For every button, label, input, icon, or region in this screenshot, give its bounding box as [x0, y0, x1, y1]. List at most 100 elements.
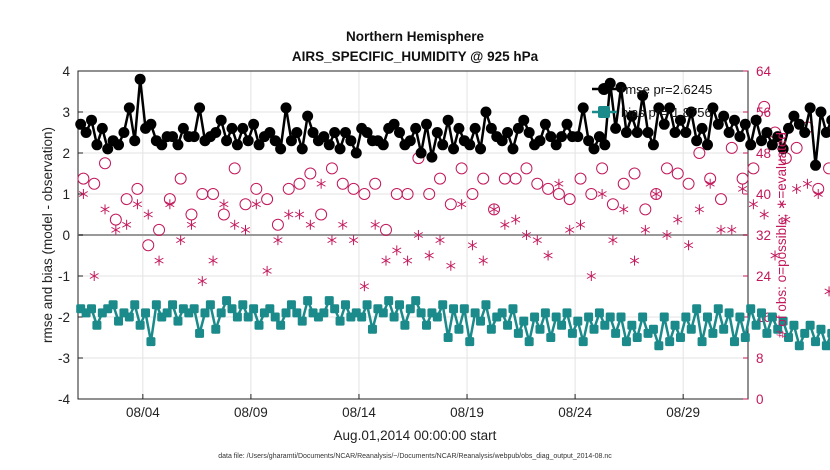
rmse-point	[96, 122, 108, 134]
obs-possible-point	[498, 172, 511, 185]
obs-evaluated-point	[640, 224, 650, 235]
y-right-tick-label: 64	[756, 64, 772, 79]
bias-point	[751, 320, 761, 330]
bias-point	[638, 312, 648, 322]
obs-evaluated-point	[619, 204, 629, 215]
obs-possible-point	[714, 193, 727, 206]
y-axis-label-right: # of obs: o=possible; ∗=evaluated	[774, 132, 789, 338]
bias-point	[384, 296, 394, 306]
obs-evaluated-point	[554, 178, 564, 189]
bias-point	[789, 320, 799, 330]
bias-point	[335, 316, 345, 326]
bias-point	[449, 304, 459, 314]
rmse-point	[750, 114, 762, 126]
rmse-point	[610, 122, 622, 134]
obs-evaluated-point	[737, 183, 748, 194]
bias-point	[767, 312, 777, 322]
rmse-point	[80, 127, 92, 138]
obs-possible-point	[174, 172, 187, 185]
bias-point	[146, 337, 156, 347]
rmse-point	[156, 139, 168, 151]
bias-point	[292, 308, 302, 318]
rmse-point	[712, 118, 724, 130]
obs-evaluated-point	[565, 224, 575, 235]
y-tick-label: 1	[62, 187, 70, 202]
bias-point	[216, 308, 226, 318]
bias-point	[513, 328, 523, 338]
obs-evaluated-point	[813, 189, 823, 199]
bias-point	[497, 308, 507, 318]
rmse-point	[561, 118, 573, 130]
obs-evaluated-point	[716, 224, 726, 235]
rmse-point	[496, 135, 508, 147]
chart-subtitle: AIRS_SPECIFIC_HUMIDITY @ 925 hPa	[292, 49, 539, 64]
rmse-point	[691, 135, 703, 147]
obs-evaluated-point	[219, 199, 229, 210]
obs-evaluated-point	[457, 199, 467, 210]
rmse-point	[826, 114, 830, 126]
rmse-series	[75, 73, 830, 171]
bias-point	[340, 300, 350, 310]
rmse-point	[599, 139, 611, 151]
bias-point	[324, 296, 334, 306]
bias-point	[454, 324, 464, 334]
bias-point	[281, 308, 291, 318]
rmse-point	[620, 127, 632, 138]
bias-point	[108, 300, 118, 310]
obs-possible-point	[293, 177, 306, 190]
x-tick-label: 08/19	[450, 405, 484, 420]
bias-point	[616, 312, 626, 322]
bias-point	[746, 304, 756, 314]
bias-series	[76, 296, 830, 351]
bias-point	[784, 333, 794, 342]
bias-point	[265, 304, 275, 314]
obs-possible-point	[682, 177, 695, 190]
obs-possible-point	[217, 208, 230, 221]
bias-point	[422, 320, 432, 330]
rmse-point	[502, 127, 514, 138]
bias-point	[551, 312, 561, 322]
y-right-tick-label: 8	[756, 351, 764, 366]
bias-point	[708, 328, 718, 338]
obs-possible-point	[520, 162, 533, 175]
rmse-point	[345, 135, 357, 147]
obs-evaluated-point	[359, 281, 369, 292]
bias-point	[432, 312, 442, 322]
rmse-point	[615, 81, 627, 93]
y-tick-label: 2	[62, 146, 70, 161]
rmse-point	[788, 110, 800, 122]
rmse-point	[393, 127, 405, 138]
obs-evaluated-point	[176, 235, 186, 246]
obs-possible-point	[455, 162, 468, 175]
y-right-tick-label: 0	[756, 392, 764, 407]
bias-point	[702, 312, 712, 322]
obs-evaluated-point	[89, 271, 99, 281]
x-tick-label: 08/29	[666, 405, 700, 420]
obs-evaluated-point	[629, 255, 640, 266]
bias-point	[524, 337, 534, 347]
bias-point	[584, 312, 594, 322]
rmse-point	[572, 131, 584, 143]
bias-point	[805, 320, 815, 330]
obs-possible-point	[401, 188, 414, 200]
bias-point	[670, 320, 680, 330]
bias-point	[540, 308, 550, 318]
rmse-point	[329, 127, 341, 138]
bias-point	[222, 296, 232, 306]
rmse-point	[275, 143, 287, 155]
obs-possible-point	[336, 177, 349, 190]
rmse-point	[453, 122, 465, 134]
obs-possible-point	[325, 162, 338, 175]
bias-point	[778, 316, 788, 326]
obs-possible-point	[77, 172, 90, 185]
rmse-point	[253, 139, 265, 151]
obs-possible-point	[347, 182, 360, 195]
rmse-point	[269, 135, 281, 147]
rmse-point	[264, 127, 276, 138]
obs-possible-point	[585, 188, 598, 200]
bias-point	[486, 324, 496, 334]
rmse-point	[102, 143, 114, 155]
obs-evaluated-point	[478, 255, 488, 266]
obs-possible-point	[650, 188, 663, 200]
